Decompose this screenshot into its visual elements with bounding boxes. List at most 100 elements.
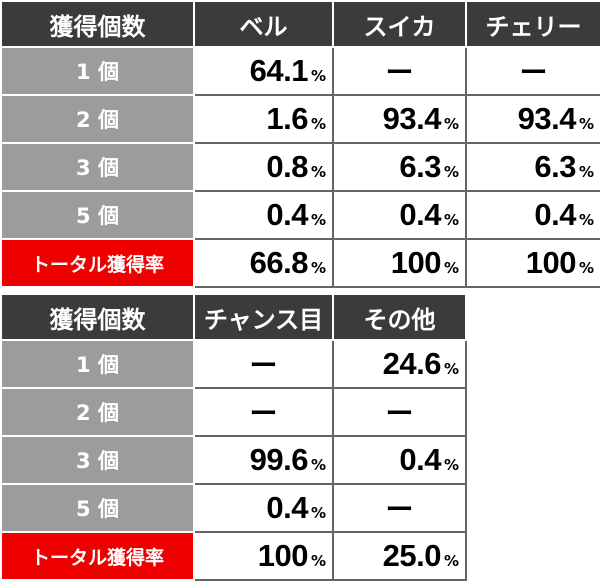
rate-value: 1.6 (266, 101, 308, 136)
total-rate-label: トータル獲得率 (0, 531, 195, 581)
row-label: 5 個 (0, 190, 195, 240)
rate-cell: 0.8% (193, 142, 334, 192)
acquisition-rate-table-1: 獲得個数 ベル スイカ チェリー 1 個 64.1% ーー 2 個 1.6% 93.4% 93.4… (0, 0, 600, 288)
rate-value: 93.4 (382, 101, 442, 136)
table-row: 5 個 0.4% 0.4% 0.4% (0, 190, 600, 240)
table-row: 5 個 0.4% ー (0, 483, 467, 533)
percent-unit: % (443, 552, 459, 570)
column-header: その他 (332, 293, 467, 341)
header-row: 獲得個数 ベル スイカ チェリー (0, 0, 600, 48)
empty-cell: ー (193, 387, 334, 437)
rate-value: 6.3 (399, 149, 441, 184)
rate-value: 100 (257, 538, 309, 573)
row-label: 3 個 (0, 435, 195, 485)
dash-value: ー (385, 397, 414, 430)
dash-value: ー (385, 56, 414, 89)
rate-cell: 0.4% (332, 435, 467, 485)
row-label: 2 個 (0, 94, 195, 144)
percent-unit: % (578, 259, 594, 277)
rate-value: 99.6 (249, 442, 309, 477)
rate-value: 0.8 (266, 149, 308, 184)
rate-cell: 93.4% (332, 94, 467, 144)
header-row: 獲得個数 チャンス目 その他 (0, 293, 467, 341)
percent-unit: % (443, 360, 459, 378)
rate-cell: 6.3% (465, 142, 600, 192)
table-row: 1 個 ー 24.6% (0, 339, 467, 389)
rate-cell: 64.1% (193, 46, 334, 96)
percent-unit: % (443, 115, 459, 133)
rate-value: 0.4 (399, 442, 441, 477)
rate-cell: 0.4% (193, 483, 334, 533)
percent-unit: % (578, 211, 594, 229)
dash-value: ー (385, 493, 414, 526)
percent-unit: % (310, 115, 326, 133)
rate-cell: 100% (465, 238, 600, 288)
row-label: 3 個 (0, 142, 195, 192)
rate-value: 6.3 (534, 149, 576, 184)
empty-cell: ー (193, 339, 334, 389)
table-row: 2 個 ー ー (0, 387, 467, 437)
rate-value: 93.4 (517, 101, 577, 136)
rate-cell: 100% (332, 238, 467, 288)
rate-cell: 0.4% (465, 190, 600, 240)
percent-unit: % (310, 456, 326, 474)
rate-cell: 25.0% (332, 531, 467, 581)
percent-unit: % (443, 211, 459, 229)
row-label: 1 個 (0, 46, 195, 96)
empty-cell: ー (332, 387, 467, 437)
rate-value: 64.1 (249, 53, 309, 88)
rate-cell: 99.6% (193, 435, 334, 485)
percent-unit: % (310, 552, 326, 570)
dash-value: ー (249, 397, 278, 430)
table-row: 3 個 99.6% 0.4% (0, 435, 467, 485)
rate-value: 100 (525, 245, 577, 280)
total-row: トータル獲得率 66.8% 100% 100% (0, 238, 600, 288)
percent-unit: % (310, 504, 326, 522)
total-rate-label: トータル獲得率 (0, 238, 195, 288)
row-label: 2 個 (0, 387, 195, 437)
rate-value: 0.4 (266, 490, 308, 525)
percent-unit: % (310, 259, 326, 277)
percent-unit: % (443, 163, 459, 181)
rate-value: 25.0 (382, 538, 442, 573)
rate-value: 0.4 (266, 197, 308, 232)
percent-unit: % (310, 163, 326, 181)
row-label: 5 個 (0, 483, 195, 533)
column-header-count: 獲得個数 (0, 293, 195, 341)
rate-cell: 100% (193, 531, 334, 581)
dash-value: ー (249, 349, 278, 382)
percent-unit: % (310, 67, 326, 85)
percent-unit: % (443, 259, 459, 277)
rate-value: 0.4 (534, 197, 576, 232)
table-row: 1 個 64.1% ーー (0, 46, 600, 96)
rate-value: 24.6 (382, 346, 442, 381)
percent-unit: % (443, 456, 459, 474)
rate-cell: 24.6% (332, 339, 467, 389)
column-header: チェリー (465, 0, 600, 48)
table-row: 2 個 1.6% 93.4% 93.4% (0, 94, 600, 144)
row-label: 1 個 (0, 339, 195, 389)
rate-cell: 0.4% (332, 190, 467, 240)
percent-unit: % (578, 115, 594, 133)
column-header: チャンス目 (193, 293, 334, 341)
empty-cell: ー (332, 483, 467, 533)
percent-unit: % (310, 211, 326, 229)
total-row: トータル獲得率 100% 25.0% (0, 531, 467, 581)
empty-cell: ー (465, 46, 600, 96)
dash-value: ー (519, 56, 548, 89)
rate-value: 66.8 (249, 245, 309, 280)
empty-cell: ー (332, 46, 467, 96)
rate-value: 0.4 (399, 197, 441, 232)
column-header: スイカ (332, 0, 467, 48)
percent-unit: % (578, 163, 594, 181)
column-header: ベル (193, 0, 334, 48)
rate-cell: 0.4% (193, 190, 334, 240)
column-header-count: 獲得個数 (0, 0, 195, 48)
rate-value: 100 (390, 245, 442, 280)
rate-cell: 6.3% (332, 142, 467, 192)
rate-cell: 1.6% (193, 94, 334, 144)
table-row: 3 個 0.8% 6.3% 6.3% (0, 142, 600, 192)
rate-cell: 66.8% (193, 238, 334, 288)
rate-cell: 93.4% (465, 94, 600, 144)
